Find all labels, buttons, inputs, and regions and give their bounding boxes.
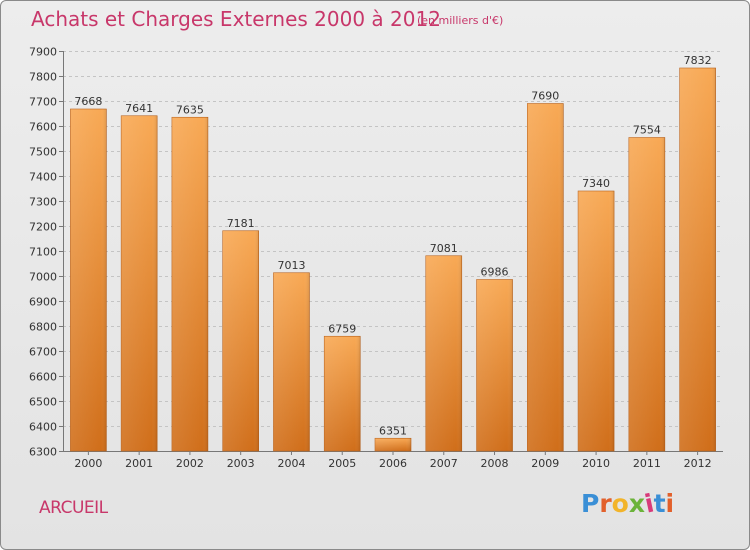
bar-value-label: 7181 (227, 217, 255, 230)
commune-name: ARCUEIL (39, 498, 108, 518)
bar-shade (628, 137, 665, 451)
x-tick-label: 2008 (481, 457, 509, 470)
bar-shade (324, 336, 361, 451)
bar-value-label: 7668 (74, 95, 102, 108)
logo-letter: i (665, 489, 675, 518)
y-tick-label: 7700 (29, 96, 57, 109)
bar-shade (273, 272, 310, 451)
y-tick-label: 7000 (29, 271, 57, 284)
x-tick-label: 2011 (633, 457, 661, 470)
bar-value-label: 6986 (481, 266, 509, 279)
bar-value-label: 7081 (430, 242, 458, 255)
logo-letter: t (653, 489, 666, 518)
y-tick-label: 7900 (29, 46, 57, 59)
y-tick-label: 7300 (29, 196, 57, 209)
x-tick-label: 2002 (176, 457, 204, 470)
bar-value-label: 7832 (684, 54, 712, 67)
y-tick-label: 6500 (29, 396, 57, 409)
bar-value-label: 7554 (633, 124, 661, 137)
chart-unit: (en milliers d'€) (417, 14, 504, 27)
x-tick-label: 2005 (328, 457, 356, 470)
bar-value-label: 7013 (277, 259, 305, 272)
x-tick-label: 2009 (531, 457, 559, 470)
bar-shade (222, 230, 259, 451)
logo-letter: x (628, 489, 645, 518)
y-tick-label: 6400 (29, 421, 57, 434)
logo-letter: P (581, 489, 600, 518)
bar-value-label: 7690 (531, 90, 559, 103)
y-tick-label: 7600 (29, 121, 57, 134)
bar-shade (527, 103, 564, 451)
bar-shade (679, 68, 716, 451)
bar-shade (171, 117, 208, 451)
bar-shade (375, 438, 411, 451)
y-tick-label: 6900 (29, 296, 57, 309)
bar-shade (70, 109, 107, 451)
x-tick-label: 2004 (277, 457, 305, 470)
x-tick-label: 2001 (125, 457, 153, 470)
y-tick-label: 6300 (29, 446, 57, 459)
y-tick-label: 6800 (29, 321, 57, 334)
x-tick-label: 2007 (430, 457, 458, 470)
data-labels: 7668 7641 7635 7181 7013 6759 6351 7081 6986 7690… (74, 54, 711, 437)
y-tick-label: 6700 (29, 346, 57, 359)
bar-value-label: 7635 (176, 103, 204, 116)
proxiti-logo: Proxiti (581, 488, 675, 518)
x-tick-label: 2000 (74, 457, 102, 470)
bar-shade (121, 115, 158, 451)
x-tick-label: 2003 (227, 457, 255, 470)
bar-value-label: 7641 (125, 102, 153, 115)
x-tick-label: 2006 (379, 457, 407, 470)
grid-lines (63, 51, 723, 452)
bars (70, 67, 716, 452)
x-tick-label: 2012 (684, 457, 712, 470)
bar-value-label: 6351 (379, 424, 407, 437)
y-tick-label: 7500 (29, 146, 57, 159)
logo-letter: o (611, 489, 629, 518)
y-tick-label: 7200 (29, 221, 57, 234)
y-tick-label: 7100 (29, 246, 57, 259)
y-tick-label: 7400 (29, 171, 57, 184)
bar-value-label: 7340 (582, 177, 610, 190)
x-tick-label: 2010 (582, 457, 610, 470)
bar-shade (425, 255, 462, 451)
chart-title: Achats et Charges Externes 2000 à 2012 (31, 7, 441, 31)
x-axis: 2000 2001 2002 2003 2004 2005 2006 2007 2008 2009… (74, 451, 712, 470)
bar-shade (476, 279, 513, 451)
y-tick-label: 6600 (29, 371, 57, 384)
bar-value-label: 6759 (328, 322, 356, 335)
logo-letter: r (599, 489, 612, 518)
y-tick-label: 7800 (29, 71, 57, 84)
bar-shade (578, 191, 615, 451)
